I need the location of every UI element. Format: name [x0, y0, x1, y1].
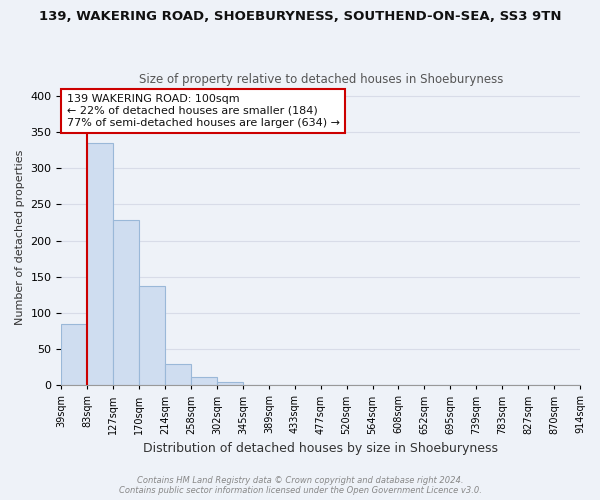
Y-axis label: Number of detached properties: Number of detached properties: [15, 149, 25, 324]
Bar: [295, 384, 321, 386]
Bar: [243, 384, 269, 386]
Bar: [528, 384, 554, 386]
X-axis label: Distribution of detached houses by size in Shoeburyness: Distribution of detached houses by size …: [143, 442, 498, 455]
Bar: [502, 384, 528, 386]
Bar: [451, 384, 476, 386]
Bar: [191, 376, 217, 386]
Bar: [321, 384, 347, 386]
Bar: [139, 286, 165, 386]
Text: 139 WAKERING ROAD: 100sqm
← 22% of detached houses are smaller (184)
77% of semi: 139 WAKERING ROAD: 100sqm ← 22% of detac…: [67, 94, 340, 128]
Bar: [61, 324, 88, 386]
Bar: [217, 382, 243, 386]
Bar: [398, 384, 424, 386]
Bar: [554, 384, 580, 386]
Bar: [113, 220, 139, 386]
Text: Contains HM Land Registry data © Crown copyright and database right 2024.
Contai: Contains HM Land Registry data © Crown c…: [119, 476, 481, 495]
Bar: [165, 364, 191, 386]
Title: Size of property relative to detached houses in Shoeburyness: Size of property relative to detached ho…: [139, 73, 503, 86]
Bar: [88, 143, 113, 386]
Text: 139, WAKERING ROAD, SHOEBURYNESS, SOUTHEND-ON-SEA, SS3 9TN: 139, WAKERING ROAD, SHOEBURYNESS, SOUTHE…: [39, 10, 561, 23]
